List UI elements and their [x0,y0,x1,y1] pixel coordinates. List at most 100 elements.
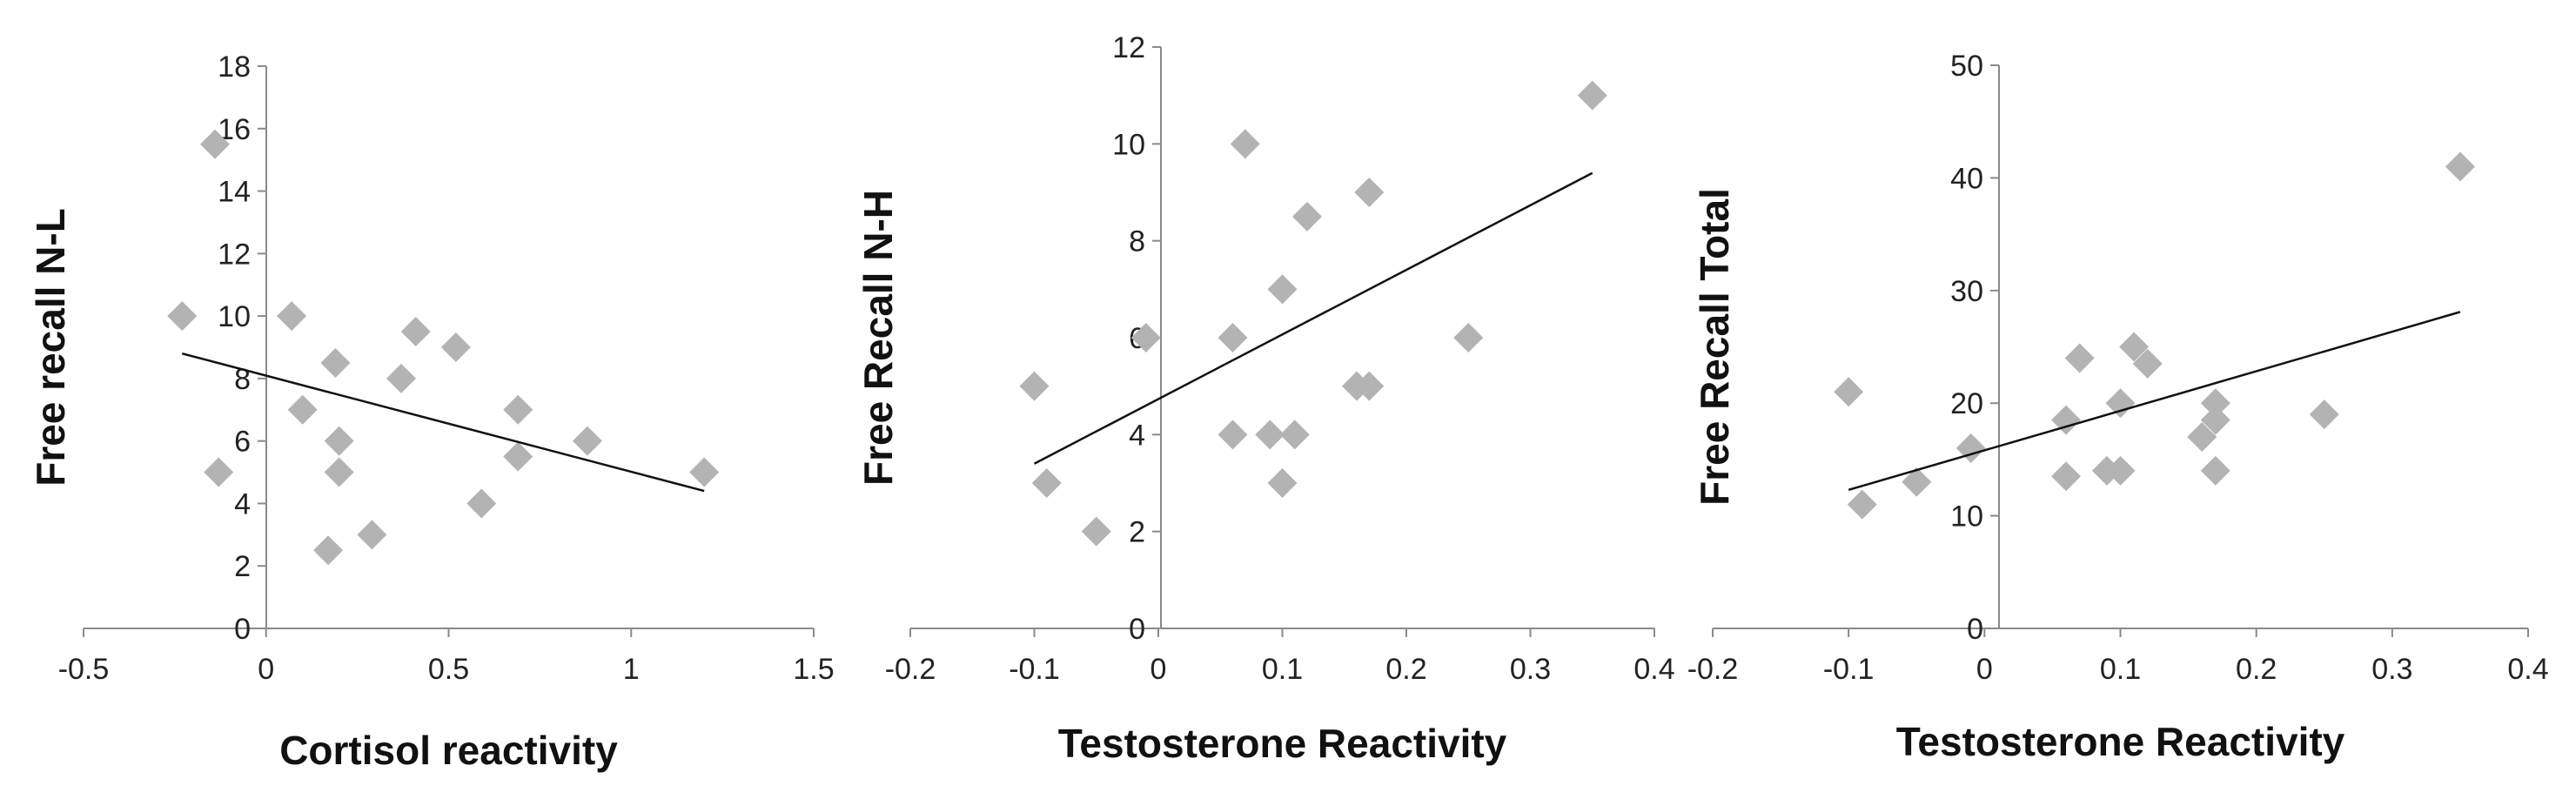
chart-3-data-point [2200,455,2231,486]
chart-1-x-tick-label: -0.5 [58,653,110,686]
chart-2-x-tick-label: -0.1 [1009,653,1060,686]
chart-3-data-point [2445,151,2475,182]
chart-1-data-point [313,535,344,566]
chart-3-data-point [1902,467,1932,497]
chart-2-x-tick-label: 0.2 [1385,653,1426,686]
chart-1-data-point [503,394,533,425]
chart-1-y-tick-label: 14 [218,176,251,209]
chart-2-y-axis-title: Free Recall N-H [855,190,901,486]
chart-1-data-point [466,488,497,519]
chart-3-x-tick-label: 0.1 [2100,653,2141,686]
chart-2-trendline [1033,171,1593,465]
chart-3-data-point [2064,343,2095,373]
chart-2-data-point [1019,371,1050,401]
chart-1-data-point [689,457,720,487]
chart-3-y-tick-label: 20 [1950,387,1983,420]
chart-2-y-tick-label: 10 [1112,128,1145,161]
chart-2-y-tick-label: 4 [1129,419,1145,452]
chart-1-x-tick-label: 1.5 [793,653,834,686]
chart-2-x-tick-label: -0.2 [885,653,936,686]
chart-3-data-point [1847,489,1877,520]
chart-1-data-point [440,332,471,362]
chart-1-y-axis-title: Free recall N-L [28,208,73,487]
chart-2-data-point [1218,323,1248,352]
chart-3-x-tick-label: -0.2 [1687,653,1739,686]
chart-2-y-tick-label: 8 [1129,225,1145,258]
chart-3-trendline [1848,311,2461,492]
chart-3-data-point [2309,400,2339,430]
chart-1-data-point [167,301,198,332]
chart-1-y-tick-label: 4 [234,487,251,520]
chart-1-data-point [277,301,307,332]
chart-1-data-point [400,317,431,347]
chart-2-data-point [1218,420,1248,450]
chart-2-data-point [1031,468,1062,498]
chart-3-x-tick-label: 0.2 [2236,653,2277,686]
chart-1-y-tick-label: 0 [234,613,251,646]
chart-3-data-point [2105,455,2136,486]
chart-1-x-tick-label: 0 [258,653,274,686]
chart-2-data-point [1354,371,1385,401]
chart-3-x-tick-label: 0.4 [2507,653,2548,686]
chart-2-data-point [1279,420,1310,450]
chart-2-data-point [1081,516,1111,547]
chart-3-data-point [2105,388,2136,419]
chart-2-data-point [1267,274,1298,305]
chart-1-y-tick-label: 6 [234,426,251,459]
chart-2-x-axis-title: Testosterone Reactivity [1058,721,1507,766]
chart-2-x-tick-label: 0.4 [1633,653,1674,686]
chart-2-data-point [1577,80,1607,111]
chart-3-x-tick-label: 0 [1976,653,1993,686]
chart-3-y-axis-title: Free Recall Total [1692,188,1737,506]
chart-1-x-axis-title: Cortisol reactivity [279,728,618,773]
chart-3-x-tick-label: 0.3 [2371,653,2412,686]
chart-1-data-point [204,457,234,487]
chart-1-data-point [386,363,416,393]
chart-1-trendline [181,352,705,493]
chart-3-data-point [2200,405,2231,435]
chart-3-y-tick-label: 10 [1950,500,1983,534]
chart-2-y-tick-label: 0 [1129,613,1145,646]
chart-3-y-tick-label: 30 [1950,275,1983,308]
chart-2-x-tick-label: 0 [1150,653,1167,686]
chart-1-data-point [324,426,354,456]
chart-1-x-tick-label: 1 [623,653,640,686]
chart-1-data-point [503,441,533,472]
chart-2-y-tick-label: 2 [1129,516,1145,549]
chart-3-data-point [2051,405,2082,435]
chart-2-data-point [1267,468,1298,498]
chart-3-y-tick-label: 40 [1950,162,1983,195]
chart-1-data-point [320,347,351,378]
chart-3-y-tick-label: 50 [1950,50,1983,83]
chart-2-x-tick-label: 0.1 [1262,653,1303,686]
chart-3-data-point [2051,461,2082,492]
chart-2-data-point [1453,323,1484,352]
chart-3-x-axis-title: Testosterone Reactivity [1896,719,2345,764]
chart-1-y-tick-label: 18 [218,50,251,84]
chart-3-data-point [2132,348,2163,379]
chart-1-data-point [572,426,602,456]
chart-3-y-tick-label: 0 [1967,613,1983,646]
chart-1-y-tick-label: 2 [234,550,251,583]
chart-1-x-tick-label: 0.5 [428,653,469,686]
chart-3-data-point [1955,433,1986,463]
chart-3-data-point [2119,332,2150,362]
chart-2-data-point [1292,201,1322,232]
chart-2-data-point [1354,178,1385,207]
chart-2-y-tick-label: 12 [1112,31,1145,64]
chart-3-data-point [2200,388,2231,419]
chart-3-data-point [1834,377,1864,407]
chart-3-data-point [2187,422,2217,453]
chart-1-data-point [287,394,318,425]
chart-3-x-tick-label: -0.1 [1823,653,1875,686]
chart-2-data-point [1230,129,1260,159]
chart-2-x-tick-label: 0.3 [1510,653,1551,686]
chart-1-data-point [324,457,354,487]
chart-1-data-point [200,129,231,159]
chart-2-data-point [1130,323,1161,352]
chart-1-data-point [357,520,387,550]
chart-2-data-point [1255,420,1285,450]
chart-1-y-tick-label: 12 [218,238,251,271]
